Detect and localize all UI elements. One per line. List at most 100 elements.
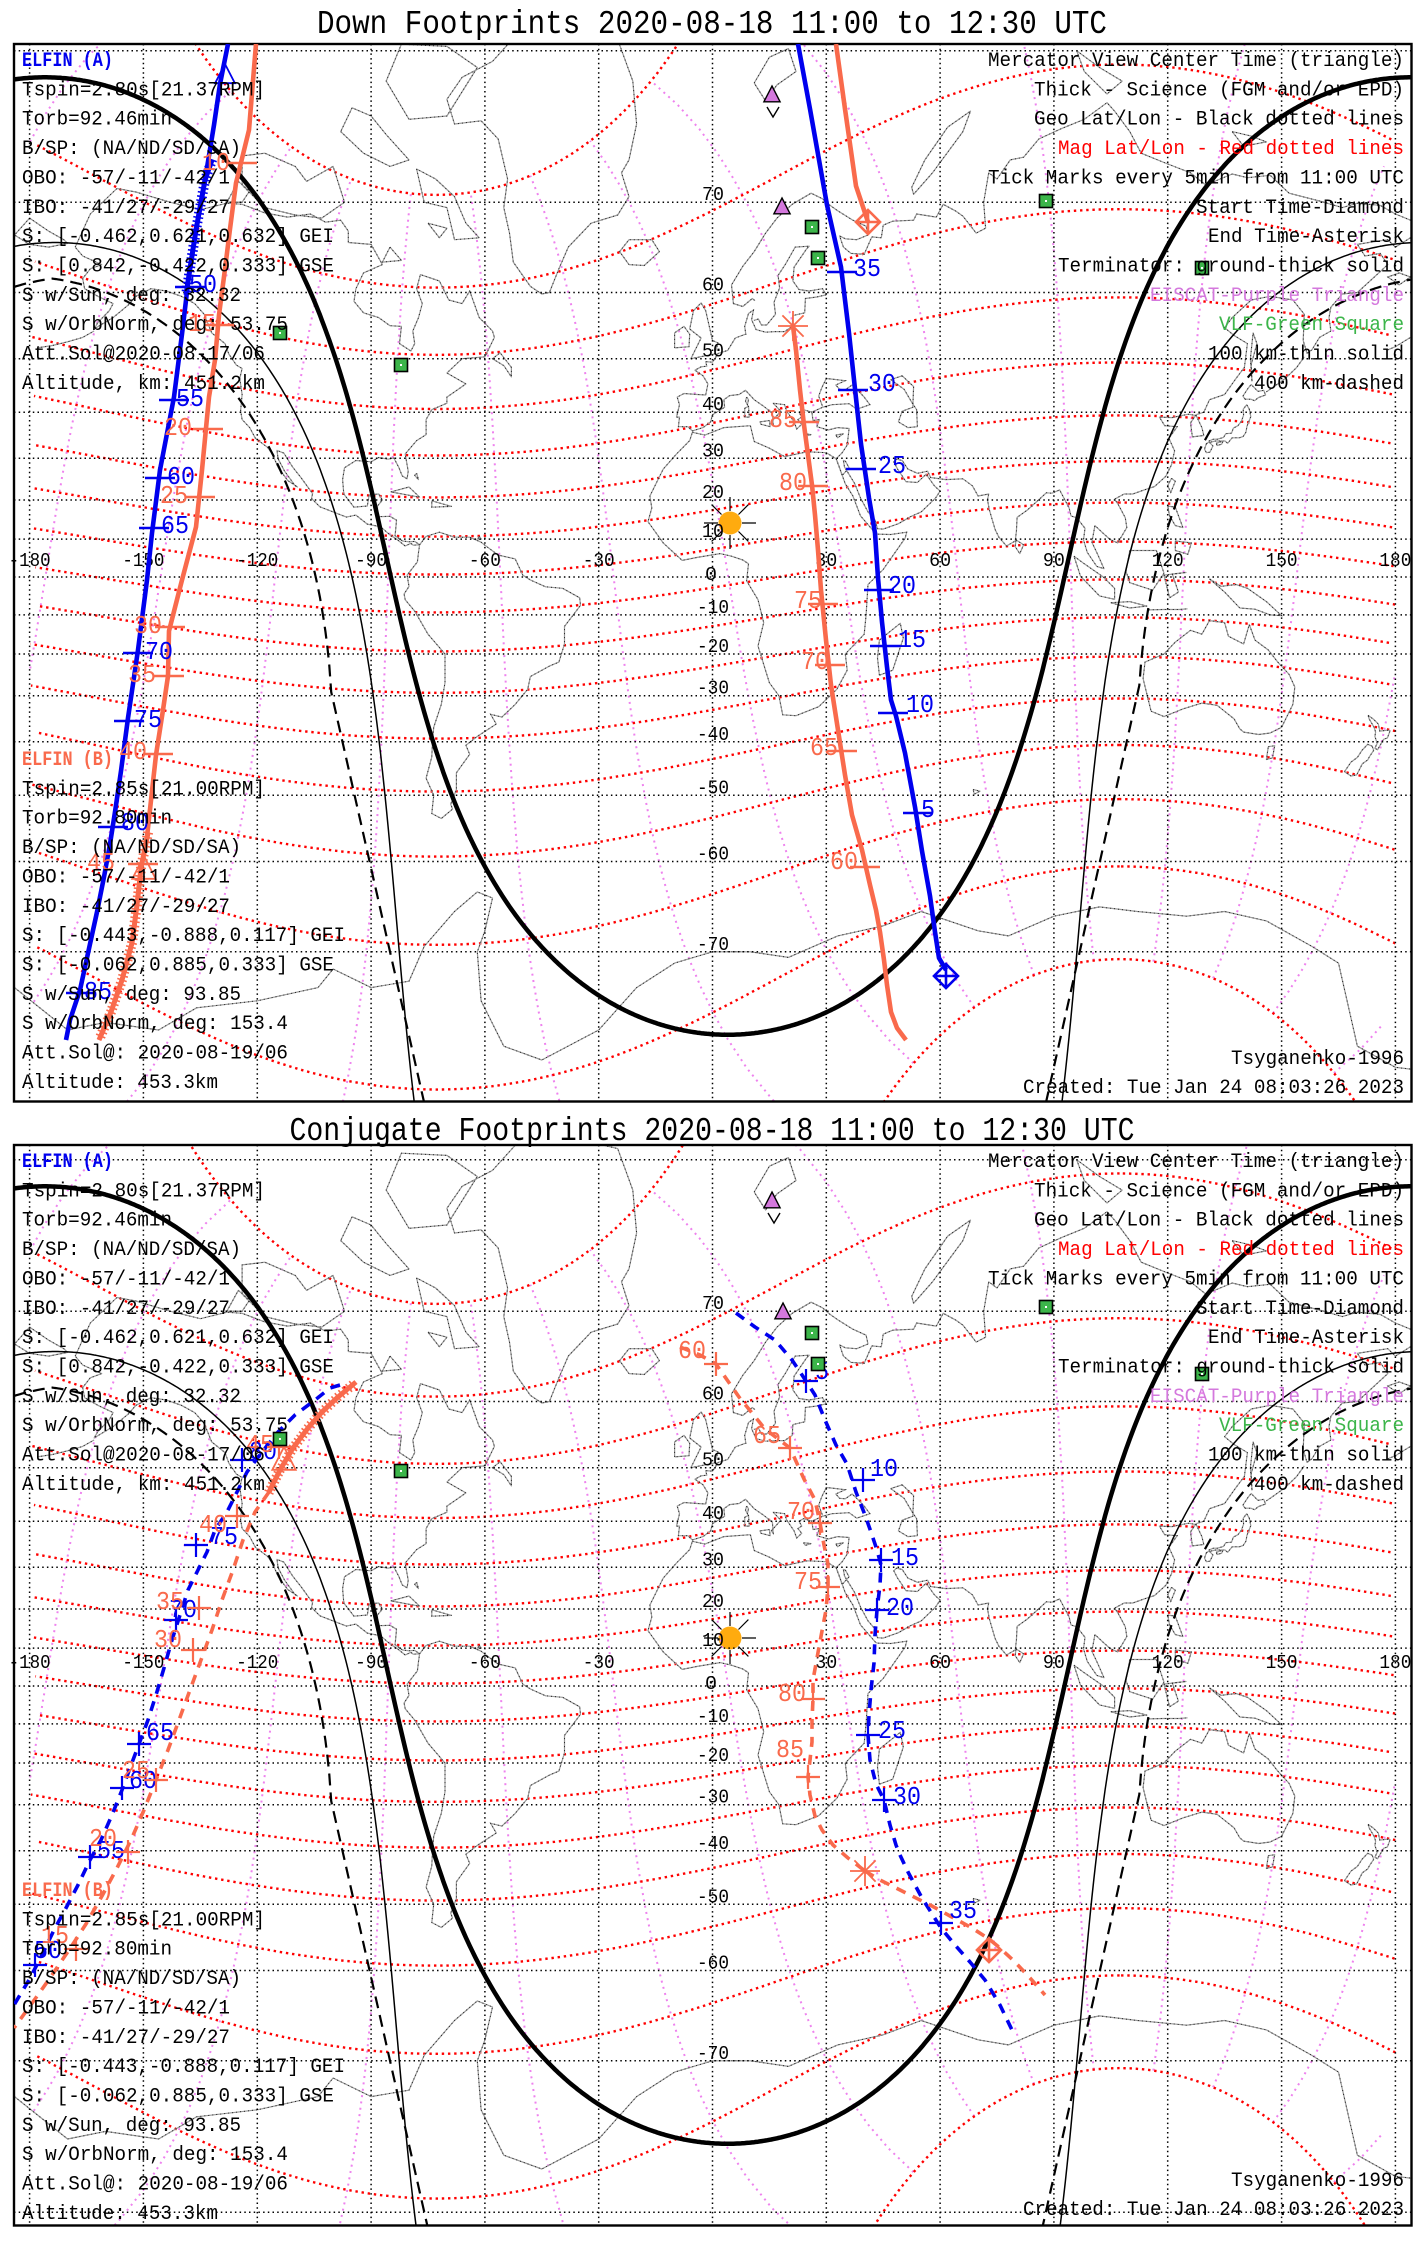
svg-text:50: 50 — [189, 270, 217, 300]
svg-text:Mag Lat/Lon - Red dotted lines: Mag Lat/Lon - Red dotted lines — [1058, 138, 1404, 161]
svg-text:ELFIN (B): ELFIN (B) — [22, 749, 113, 772]
svg-text:Torb=92.46min: Torb=92.46min — [22, 1210, 172, 1233]
svg-text:-180: -180 — [9, 550, 51, 572]
svg-text:100 km-thin solid: 100 km-thin solid — [1208, 344, 1404, 367]
svg-text:S: [0.842,-0.422,0.333] GSE: S: [0.842,-0.422,0.333] GSE — [22, 256, 334, 279]
svg-text:-60: -60 — [697, 1953, 729, 1975]
svg-text:-10: -10 — [697, 597, 729, 619]
svg-text:20: 20 — [702, 1591, 724, 1613]
svg-text:IBO: -41/27/-29/27: IBO: -41/27/-29/27 — [22, 197, 230, 220]
svg-text:-90: -90 — [355, 550, 387, 572]
svg-text:-30: -30 — [697, 678, 729, 700]
svg-text:-60: -60 — [469, 550, 501, 572]
svg-text:Torb=92.80min: Torb=92.80min — [22, 808, 172, 831]
svg-text:OBO: -57/-11/-42/1: OBO: -57/-11/-42/1 — [22, 1997, 230, 2020]
svg-text:IBO: -41/27/-29/27: IBO: -41/27/-29/27 — [22, 896, 230, 919]
svg-text:15: 15 — [898, 625, 926, 655]
svg-text:-20: -20 — [697, 1745, 729, 1767]
svg-text:70: 70 — [702, 184, 724, 206]
svg-text:35: 35 — [128, 660, 156, 690]
svg-text:30: 30 — [893, 1782, 921, 1812]
svg-text:35: 35 — [949, 1896, 977, 1926]
svg-text:20: 20 — [89, 1824, 117, 1854]
svg-text:Att.Sol@2020-08-17/06: Att.Sol@2020-08-17/06 — [22, 1445, 265, 1468]
svg-text:B/SP: (NA/ND/SD/SA): B/SP: (NA/ND/SD/SA) — [22, 1968, 241, 1991]
svg-text:S w/Sun, deg: 93.85: S w/Sun, deg: 93.85 — [22, 2115, 241, 2138]
svg-text:-10: -10 — [697, 1706, 729, 1728]
svg-text:S: [-0.062,0.885,0.333] GSE: S: [-0.062,0.885,0.333] GSE — [22, 955, 334, 978]
svg-text:Tspin=2.80s[21.37RPM]: Tspin=2.80s[21.37RPM] — [22, 1180, 265, 1203]
svg-text:Tspin=2.85s[21.00RPM]: Tspin=2.85s[21.00RPM] — [22, 1909, 265, 1932]
svg-text:S: [-0.443,-0.888,0.117] GEI: S: [-0.443,-0.888,0.117] GEI — [22, 2056, 345, 2079]
svg-text:180: 180 — [1379, 1652, 1411, 1674]
svg-text:40: 40 — [702, 394, 724, 416]
svg-text:10: 10 — [702, 521, 724, 543]
svg-text:End Time-Asterisk: End Time-Asterisk — [1208, 1327, 1404, 1350]
svg-text:20: 20 — [888, 571, 916, 601]
svg-text:B/SP: (NA/ND/SD/SA): B/SP: (NA/ND/SD/SA) — [22, 138, 241, 161]
svg-text:25: 25 — [122, 1756, 150, 1786]
svg-text:S w/Sun, deg: 93.85: S w/Sun, deg: 93.85 — [22, 984, 241, 1007]
svg-text:75: 75 — [794, 586, 822, 616]
svg-text:Created: Tue Jan 24 08:03:26 2: Created: Tue Jan 24 08:03:26 2023 — [1023, 1077, 1404, 1100]
svg-text:Tick Marks every 5min from 11:: Tick Marks every 5min from 11:00 UTC — [988, 167, 1404, 190]
svg-text:45: 45 — [87, 848, 115, 878]
svg-text:Altitude: 453.3km: Altitude: 453.3km — [22, 2203, 218, 2226]
svg-text:Down Footprints 2020-08-18 11:: Down Footprints 2020-08-18 11:00 to 12:3… — [317, 6, 1107, 43]
svg-text:60: 60 — [702, 275, 724, 297]
svg-text:Terminator: ground-thick solid: Terminator: ground-thick solid — [1058, 1357, 1404, 1380]
svg-text:-150: -150 — [122, 1652, 164, 1674]
svg-text:Altitude: 453.3km: Altitude: 453.3km — [22, 1072, 218, 1095]
svg-text:EISCAT-Purple Triangle: EISCAT-Purple Triangle — [1150, 285, 1404, 308]
svg-text:15: 15 — [188, 309, 216, 339]
svg-text:ELFIN (A): ELFIN (A) — [22, 1151, 113, 1174]
svg-text:S w/Sun, deg: 32.32: S w/Sun, deg: 32.32 — [22, 285, 241, 308]
svg-text:End Time-Asterisk: End Time-Asterisk — [1208, 226, 1404, 249]
svg-text:Altitude, km: 451.2km: Altitude, km: 451.2km — [22, 1474, 265, 1497]
svg-text:120: 120 — [1152, 1652, 1184, 1674]
svg-text:Mag Lat/Lon - Red dotted lines: Mag Lat/Lon - Red dotted lines — [1058, 1239, 1404, 1262]
svg-text:0: 0 — [705, 564, 717, 586]
svg-text:80: 80 — [779, 468, 807, 498]
svg-text:-30: -30 — [583, 1652, 615, 1674]
svg-text:25: 25 — [878, 1716, 906, 1746]
svg-text:Tsyganenko-1996: Tsyganenko-1996 — [1231, 1048, 1404, 1071]
svg-text:70: 70 — [702, 1293, 724, 1315]
svg-text:-60: -60 — [469, 1652, 501, 1674]
svg-text:50: 50 — [34, 1936, 62, 1966]
svg-text:45: 45 — [246, 1430, 274, 1460]
svg-text:S w/OrbNorm, deg: 153.4: S w/OrbNorm, deg: 153.4 — [22, 2144, 288, 2167]
svg-text:35: 35 — [853, 254, 881, 284]
svg-text:-150: -150 — [122, 550, 164, 572]
svg-text:30: 30 — [702, 440, 724, 462]
svg-text:S: [-0.462,0.621,0.632] GEI: S: [-0.462,0.621,0.632] GEI — [22, 226, 334, 249]
svg-text:Att.Sol@: 2020-08-19/06: Att.Sol@: 2020-08-19/06 — [22, 2174, 288, 2197]
svg-text:Created: Tue Jan 24 08:03:26 2: Created: Tue Jan 24 08:03:26 2023 — [1023, 2199, 1404, 2222]
svg-text:80: 80 — [778, 1679, 806, 1709]
svg-text:S: [-0.062,0.885,0.333] GSE: S: [-0.062,0.885,0.333] GSE — [22, 2085, 334, 2108]
svg-text:400 km-dashed: 400 km-dashed — [1254, 373, 1404, 396]
svg-text:B/SP: (NA/ND/SD/SA): B/SP: (NA/ND/SD/SA) — [22, 837, 241, 860]
svg-text:-30: -30 — [583, 550, 615, 572]
svg-text:20: 20 — [886, 1593, 914, 1623]
svg-text:OBO: -57/-11/-42/1: OBO: -57/-11/-42/1 — [22, 1268, 230, 1291]
svg-text:OBO: -57/-11/-42/1: OBO: -57/-11/-42/1 — [22, 866, 230, 889]
svg-text:70: 70 — [801, 647, 829, 677]
svg-text:60: 60 — [929, 550, 951, 572]
svg-text:65: 65 — [161, 511, 189, 541]
svg-text:70: 70 — [787, 1497, 815, 1527]
svg-text:15: 15 — [41, 1921, 69, 1951]
svg-text:5: 5 — [921, 795, 935, 825]
svg-text:-40: -40 — [697, 724, 729, 746]
svg-text:OBO: -57/-11/-42/1: OBO: -57/-11/-42/1 — [22, 167, 230, 190]
svg-text:80: 80 — [121, 808, 149, 838]
svg-text:60: 60 — [929, 1652, 951, 1674]
svg-text:120: 120 — [1152, 550, 1184, 572]
svg-text:-30: -30 — [697, 1787, 729, 1809]
svg-text:-120: -120 — [236, 1652, 278, 1674]
svg-text:ELFIN (A): ELFIN (A) — [22, 50, 113, 73]
svg-text:Thick - Science (FGM and/or EP: Thick - Science (FGM and/or EPD) — [1034, 79, 1404, 102]
svg-text:VLF-Green Square: VLF-Green Square — [1219, 1415, 1404, 1438]
svg-text:70: 70 — [145, 637, 173, 667]
svg-text:Thick - Science (FGM and/or EP: Thick - Science (FGM and/or EPD) — [1034, 1180, 1404, 1203]
